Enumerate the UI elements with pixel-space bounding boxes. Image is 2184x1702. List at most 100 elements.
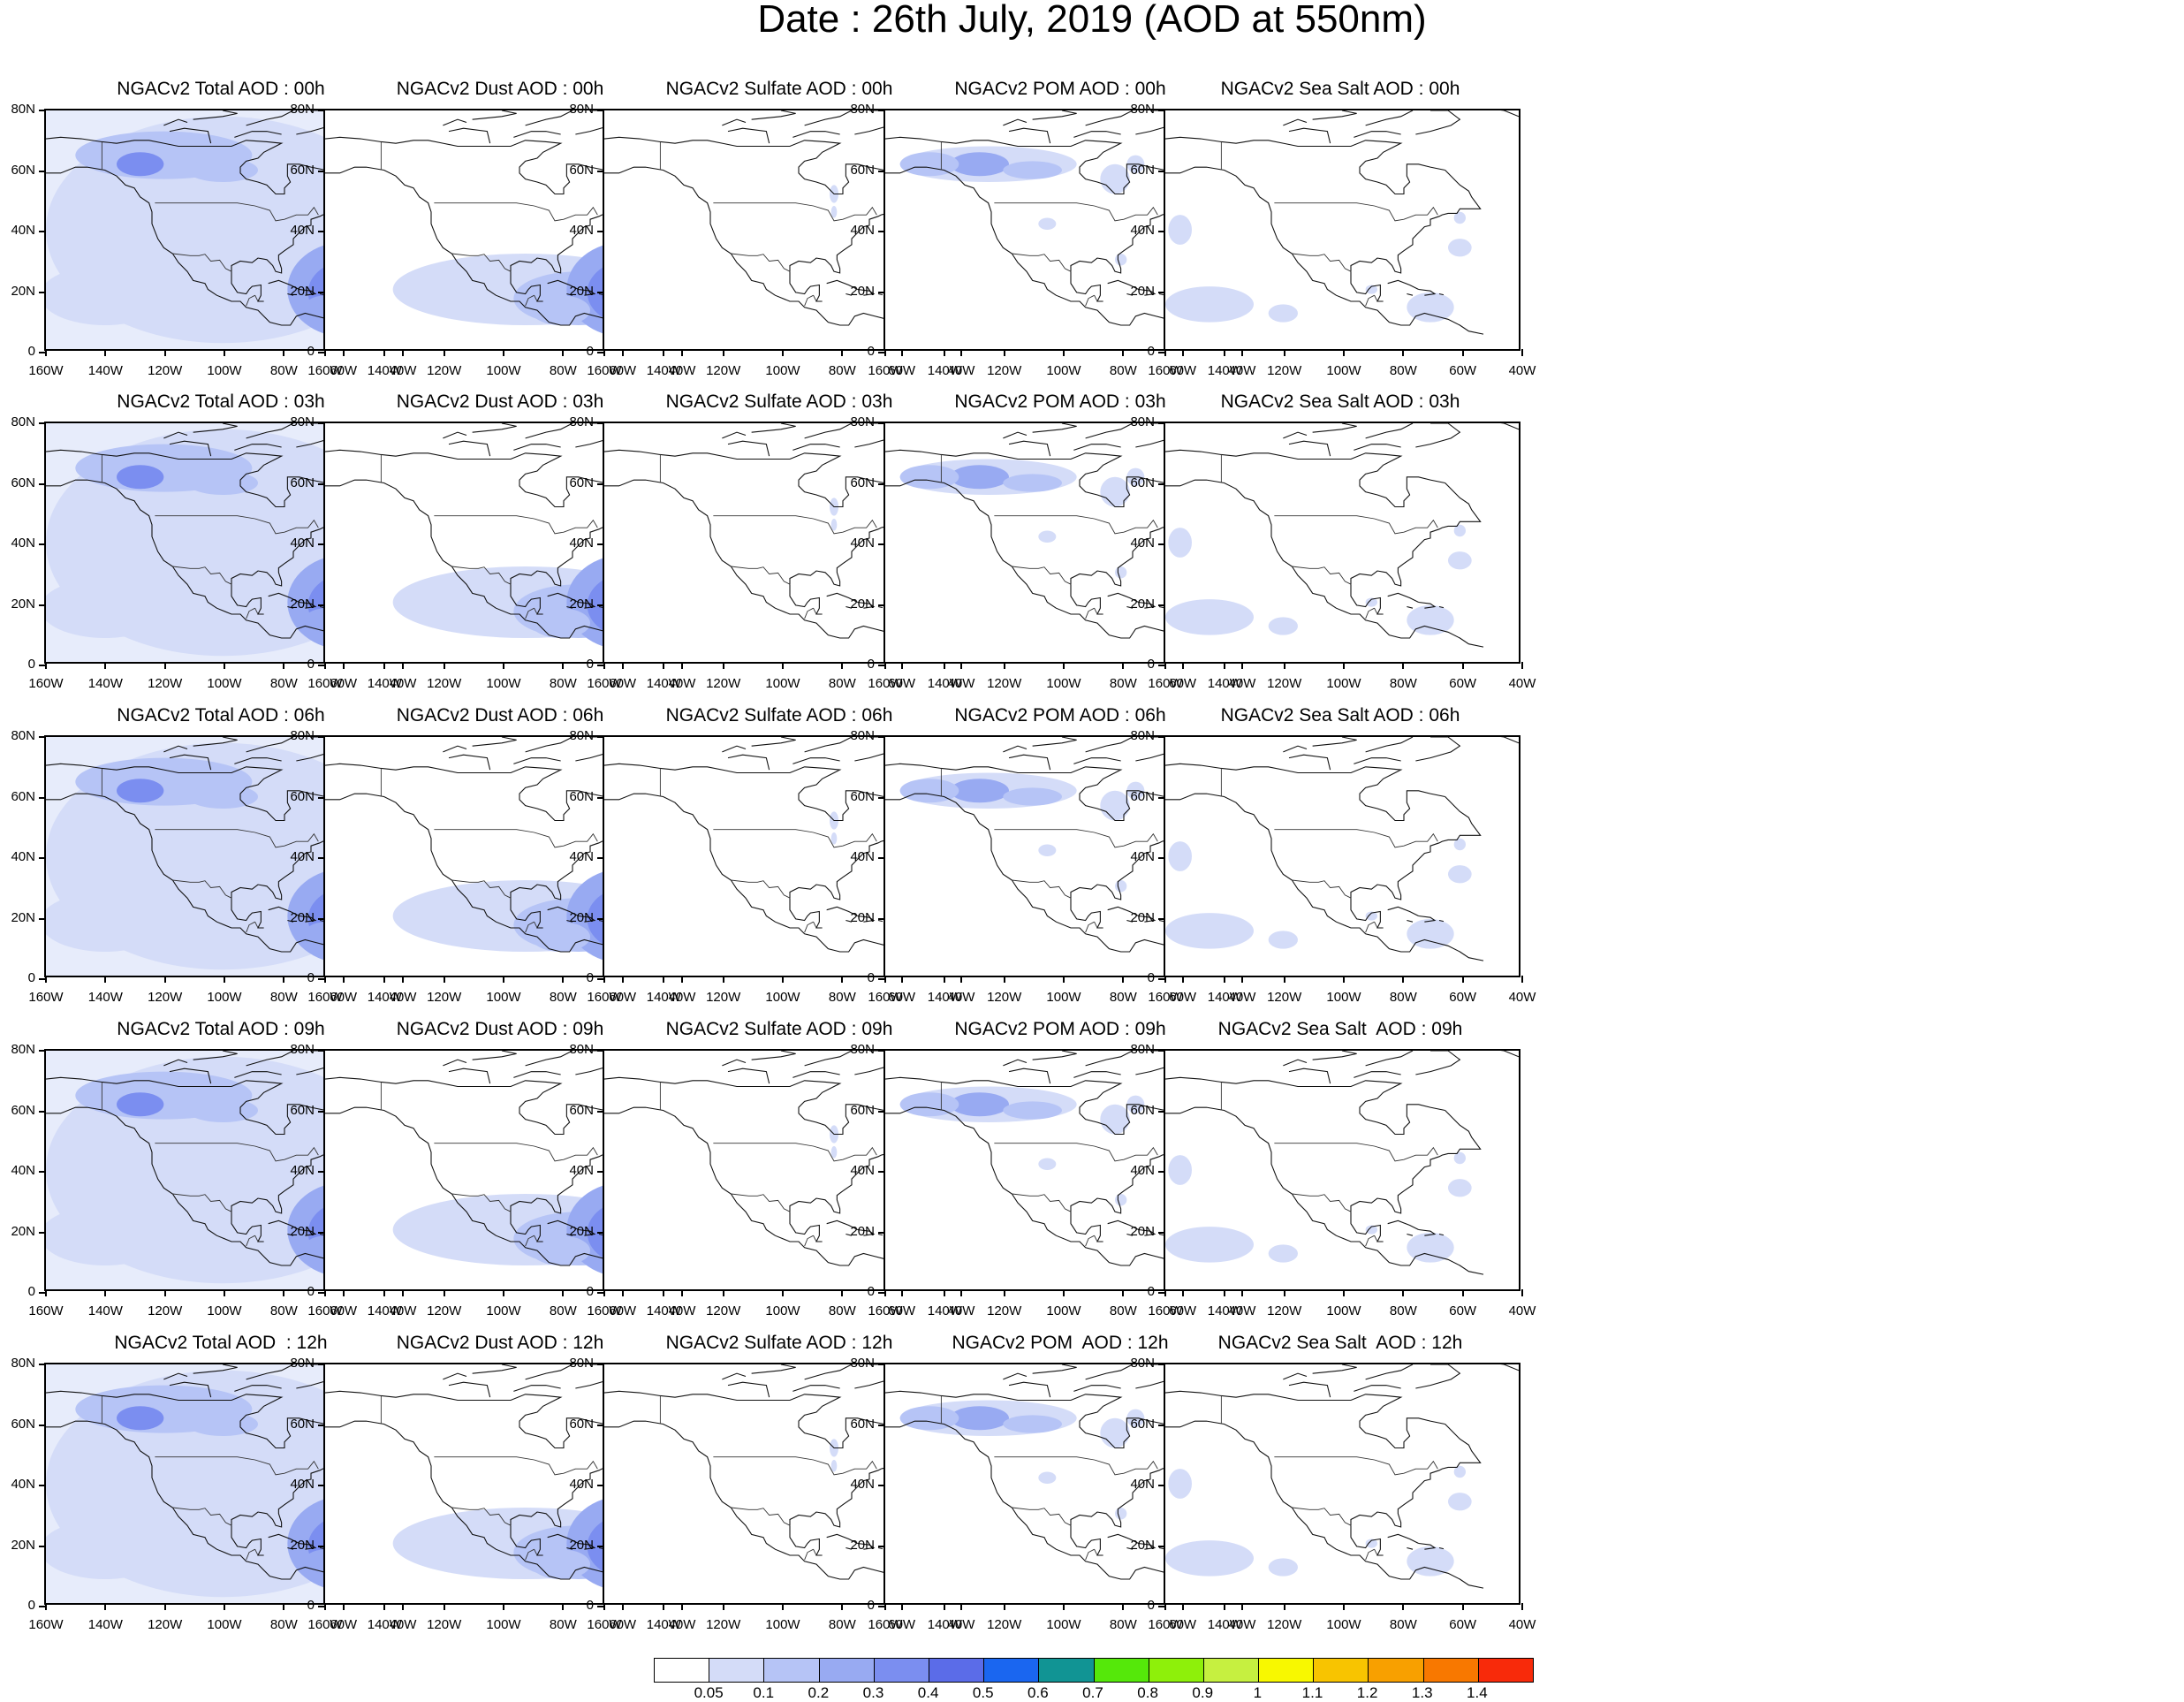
lat-tick — [878, 1545, 885, 1547]
aod-shading — [1165, 599, 1254, 635]
lon-tick-label: 40W — [1228, 363, 1256, 378]
country-border — [731, 566, 791, 585]
lat-tick — [878, 1050, 885, 1052]
lon-tick-label: 100W — [1326, 1303, 1361, 1318]
coastline — [1126, 1234, 1134, 1236]
lon-tick — [841, 1289, 844, 1296]
lat-tick-label: 60N — [569, 788, 594, 804]
coastline — [722, 118, 747, 126]
lat-tick — [597, 857, 604, 859]
lat-tick — [597, 170, 604, 172]
lon-tick — [402, 976, 404, 983]
coastline — [826, 1533, 858, 1544]
coastline — [1312, 1364, 1357, 1374]
aod-shading — [117, 1092, 164, 1117]
lat-tick-label: 40N — [11, 1477, 35, 1492]
lat-tick-label: 60N — [1130, 1102, 1155, 1118]
lon-tick-label: 140W — [646, 990, 681, 1005]
colorbar-swatch — [1478, 1659, 1533, 1682]
lon-tick-label: 60W — [609, 990, 637, 1005]
coastline — [1350, 1424, 1482, 1528]
lat-tick — [318, 978, 325, 980]
aod-shading — [1407, 292, 1454, 323]
coastline — [857, 288, 876, 296]
lon-tick-label: 80W — [549, 363, 577, 378]
lon-tick-label: 160W — [1148, 676, 1183, 691]
lon-tick-label: 60W — [1449, 676, 1477, 691]
lat-tick — [39, 482, 46, 485]
coastline — [877, 919, 883, 923]
coastline — [1407, 606, 1414, 609]
lon-tick-label: 80W — [828, 1617, 856, 1632]
lat-tick-label: 60N — [850, 162, 875, 178]
lat-tick — [1158, 1171, 1165, 1173]
coastline — [792, 757, 840, 764]
country-border — [1085, 607, 1095, 619]
aod-shading — [1407, 1232, 1454, 1263]
country-border — [731, 253, 791, 272]
coastline — [1407, 1547, 1414, 1550]
coastline — [510, 584, 543, 615]
lat-tick — [878, 978, 885, 980]
lon-tick — [681, 1603, 683, 1610]
lon-tick — [1164, 662, 1166, 669]
coastline — [1387, 1533, 1419, 1544]
lon-tick-label: 140W — [1207, 990, 1242, 1005]
lon-tick-label: 60W — [330, 1617, 358, 1632]
lat-tick — [1158, 170, 1165, 172]
lat-tick — [39, 1050, 46, 1052]
lat-tick — [878, 1231, 885, 1234]
coastline — [547, 592, 579, 603]
lon-tick-label: 60W — [1169, 990, 1197, 1005]
lat-tick-label: 80N — [850, 1356, 875, 1371]
lon-tick — [1122, 349, 1125, 356]
lon-tick — [944, 349, 946, 356]
lon-tick — [1224, 1289, 1226, 1296]
country-border — [1292, 1507, 1352, 1526]
aod-shading — [1268, 1244, 1298, 1263]
coastline — [1350, 170, 1482, 274]
coastline — [1365, 423, 1414, 439]
coastline — [1350, 898, 1384, 929]
coastline — [885, 449, 1165, 508]
lat-tick-label: 60N — [569, 475, 594, 490]
country-border — [813, 608, 817, 615]
lon-tick — [782, 1603, 784, 1610]
country-border — [1094, 295, 1098, 302]
panel-title: NGACv2 POM AOD : 00h — [954, 79, 1166, 99]
coastline — [1312, 1051, 1357, 1060]
country-border — [525, 1548, 535, 1561]
map-panel: NGACv2 Sea Salt AOD : 03h 0 20N 40N 60N 80N 16… — [1119, 391, 1561, 706]
lon-tick — [841, 349, 844, 356]
aod-shading — [1453, 838, 1466, 851]
lat-tick-label: 40N — [569, 1477, 594, 1492]
coastline — [1085, 737, 1134, 753]
colorbar-swatch — [709, 1659, 765, 1682]
lon-tick — [1283, 976, 1285, 983]
lat-tick-label: 40N — [11, 849, 35, 864]
coastline — [513, 1385, 561, 1392]
lon-tick — [562, 1603, 565, 1610]
lat-tick-label: 20N — [569, 596, 594, 612]
coastline — [46, 136, 326, 195]
lat-tick-label: 60N — [11, 1416, 35, 1432]
coastline — [268, 1220, 300, 1230]
page-title: Date : 26th July, 2019 (AOD at 550nm) — [757, 0, 1427, 41]
coastline — [751, 1364, 796, 1374]
lat-tick-label: 80N — [569, 414, 594, 429]
coastline — [299, 288, 317, 296]
panel-title: NGACv2 Dust AOD : 00h — [396, 79, 604, 99]
lat-tick-label: 60N — [1130, 788, 1155, 804]
lon-tick — [163, 976, 166, 983]
lat-tick-label: 40N — [1130, 1477, 1155, 1492]
coastline — [46, 1420, 365, 1589]
coastline — [1418, 1542, 1437, 1550]
coastline — [566, 1547, 573, 1550]
country-border — [731, 1193, 791, 1212]
lon-tick-label: 140W — [646, 363, 681, 378]
coastline — [513, 444, 561, 451]
lon-tick — [1164, 1603, 1166, 1610]
lat-tick — [1158, 1050, 1165, 1052]
coastline — [1165, 136, 1445, 195]
coastline — [789, 1212, 823, 1242]
